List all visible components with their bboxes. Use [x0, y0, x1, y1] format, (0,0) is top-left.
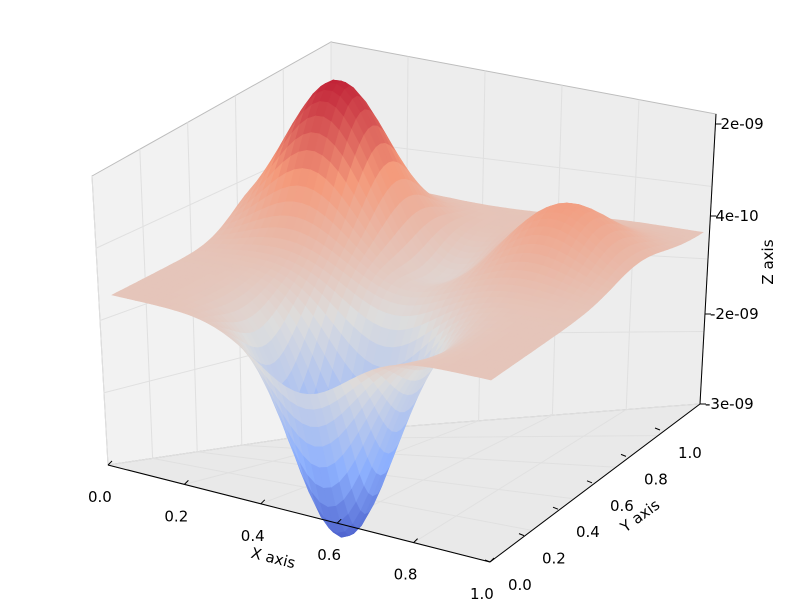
x-tick-mark	[107, 460, 113, 466]
back-grid-line	[330, 139, 713, 187]
x-tick-mark	[413, 538, 418, 543]
z-axis-line	[699, 113, 717, 405]
x-axis-line	[107, 464, 491, 563]
x-tick-mark	[184, 480, 189, 485]
x-tick-mark	[489, 557, 495, 563]
x-tick-mark	[260, 499, 266, 505]
y-tick-label: 0.4	[576, 523, 600, 541]
surface-patch	[482, 374, 497, 381]
x-tick-label: 1.0	[470, 585, 494, 600]
x-tick-label: 0.2	[164, 507, 188, 525]
z-tick-label: 4e-10	[715, 207, 758, 225]
y-axis-line	[489, 403, 701, 563]
y-tick-label: 0.0	[508, 576, 532, 594]
y-tick-mark	[654, 427, 661, 431]
x-tick-mark	[336, 518, 342, 524]
x-tick-labels: 0.0 0.2 0.4 0.6 0.8 1.0	[88, 488, 494, 600]
surface-mesh	[111, 79, 704, 538]
x-tick-label: 0.8	[394, 566, 418, 584]
x-axis-label: X axis	[249, 544, 297, 572]
y-tick-mark	[552, 506, 559, 510]
y-tick-mark	[518, 533, 525, 537]
floor-grid-line	[413, 409, 627, 544]
y-tick-label: 1.0	[678, 444, 702, 462]
y-tick-label: 0.8	[644, 470, 668, 488]
axes	[107, 113, 722, 563]
y-tick-label: 0.6	[610, 497, 634, 515]
x-tick-label: 0.6	[317, 546, 341, 564]
z-tick-label: -2e-09	[710, 305, 759, 323]
y-tick-labels: 0.0 0.2 0.4 0.6 0.8 1.0	[508, 444, 702, 594]
y-tick-mark	[484, 559, 491, 563]
z-tick-label: -3e-09	[705, 395, 754, 413]
z-tick-labels: -3e-09 -2e-09 4e-10 2e-09	[705, 115, 764, 413]
y-tick-mark	[620, 453, 627, 457]
x-tick-label: 0.4	[241, 527, 265, 545]
y-tick-mark	[586, 480, 593, 484]
x-tick-label: 0.0	[88, 488, 112, 506]
z-axis-label: Z axis	[759, 239, 777, 284]
z-tick-label: 2e-09	[720, 115, 763, 133]
y-tick-label: 0.2	[542, 550, 566, 568]
